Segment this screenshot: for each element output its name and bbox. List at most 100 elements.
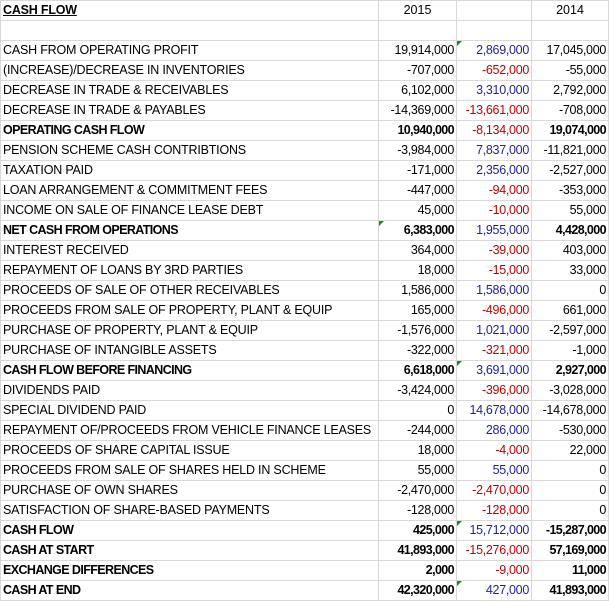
value-2014[interactable]: -2,597,000 (531, 320, 609, 341)
value-2015[interactable]: 19,914,000 (378, 40, 457, 61)
empty-cell[interactable] (531, 20, 609, 41)
row-label[interactable]: PROCEEDS OF SHARE CAPITAL ISSUE (0, 440, 379, 461)
value-2015[interactable]: -3,984,000 (378, 140, 457, 161)
value-difference[interactable]: 3,310,000 (456, 80, 532, 101)
value-2014[interactable]: 0 (531, 280, 609, 301)
value-2015[interactable]: 6,618,000 (378, 360, 457, 381)
value-difference[interactable]: -2,470,000 (456, 480, 532, 501)
value-difference[interactable]: 3,691,000 (456, 360, 532, 381)
value-difference[interactable]: -396,000 (456, 380, 532, 401)
value-difference[interactable]: -94,000 (456, 180, 532, 201)
value-2015[interactable]: -3,424,000 (378, 380, 457, 401)
value-2015[interactable]: 18,000 (378, 440, 457, 461)
value-2015[interactable]: -2,470,000 (378, 480, 457, 501)
value-2014[interactable]: 41,893,000 (531, 580, 609, 601)
row-label[interactable]: PROCEEDS FROM SALE OF SHARES HELD IN SCH… (0, 460, 379, 481)
value-2014[interactable]: -2,527,000 (531, 160, 609, 181)
row-label[interactable]: (INCREASE)/DECREASE IN INVENTORIES (0, 60, 379, 81)
value-difference[interactable]: 1,586,000 (456, 280, 532, 301)
value-2014[interactable]: 2,792,000 (531, 80, 609, 101)
row-label[interactable]: PROCEEDS OF SALE OF OTHER RECEIVABLES (0, 280, 379, 301)
value-difference[interactable]: 7,837,000 (456, 140, 532, 161)
value-2014[interactable]: -708,000 (531, 100, 609, 121)
value-2014[interactable]: -353,000 (531, 180, 609, 201)
value-2014[interactable]: 55,000 (531, 200, 609, 221)
row-label[interactable]: DECREASE IN TRADE & RECEIVABLES (0, 80, 379, 101)
value-difference[interactable]: -4,000 (456, 440, 532, 461)
value-2014[interactable]: 403,000 (531, 240, 609, 261)
value-2015[interactable]: 41,893,000 (378, 540, 457, 561)
value-2014[interactable]: -11,821,000 (531, 140, 609, 161)
value-difference[interactable]: 55,000 (456, 460, 532, 481)
row-label[interactable]: CASH AT END (0, 580, 379, 601)
value-2015[interactable]: -1,576,000 (378, 320, 457, 341)
row-label[interactable]: INTEREST RECEIVED (0, 240, 379, 261)
value-2014[interactable]: 2,927,000 (531, 360, 609, 381)
value-2015[interactable]: 0 (378, 400, 457, 421)
value-2014[interactable]: -3,028,000 (531, 380, 609, 401)
value-2015[interactable]: 10,940,000 (378, 120, 457, 141)
row-label[interactable]: SPECIAL DIVIDEND PAID (0, 400, 379, 421)
value-2015[interactable]: 2,000 (378, 560, 457, 581)
row-label[interactable]: INCOME ON SALE OF FINANCE LEASE DEBT (0, 200, 379, 221)
year-current-header[interactable]: 2015 (378, 0, 457, 21)
value-2015[interactable]: 1,586,000 (378, 280, 457, 301)
row-label[interactable]: REPAYMENT OF LOANS BY 3RD PARTIES (0, 260, 379, 281)
row-label[interactable]: CASH FROM OPERATING PROFIT (0, 40, 379, 61)
value-difference[interactable]: -128,000 (456, 500, 532, 521)
value-2014[interactable]: 17,045,000 (531, 40, 609, 61)
value-2015[interactable]: 165,000 (378, 300, 457, 321)
value-2014[interactable]: 22,000 (531, 440, 609, 461)
value-2015[interactable]: 45,000 (378, 200, 457, 221)
value-2014[interactable]: 11,000 (531, 560, 609, 581)
sheet-title[interactable]: CASH FLOW (0, 0, 379, 21)
value-2015[interactable]: 364,000 (378, 240, 457, 261)
value-2015[interactable]: 42,320,000 (378, 580, 457, 601)
row-label[interactable]: CASH AT START (0, 540, 379, 561)
value-difference[interactable]: -652,000 (456, 60, 532, 81)
value-2015[interactable]: 55,000 (378, 460, 457, 481)
row-label[interactable]: OPERATING CASH FLOW (0, 120, 379, 141)
value-difference[interactable]: -39,000 (456, 240, 532, 261)
row-label[interactable]: DECREASE IN TRADE & PAYABLES (0, 100, 379, 121)
value-2014[interactable]: -55,000 (531, 60, 609, 81)
value-difference[interactable]: -496,000 (456, 300, 532, 321)
value-difference[interactable]: 14,678,000 (456, 400, 532, 421)
empty-cell[interactable] (378, 20, 457, 41)
row-label[interactable]: CASH FLOW BEFORE FINANCING (0, 360, 379, 381)
value-difference[interactable]: 15,712,000 (456, 520, 532, 541)
row-label[interactable]: PURCHASE OF PROPERTY, PLANT & EQUIP (0, 320, 379, 341)
row-label[interactable]: DIVIDENDS PAID (0, 380, 379, 401)
value-2015[interactable]: -447,000 (378, 180, 457, 201)
value-2015[interactable]: -171,000 (378, 160, 457, 181)
value-2015[interactable]: -128,000 (378, 500, 457, 521)
value-difference[interactable]: 427,000 (456, 580, 532, 601)
row-label[interactable]: REPAYMENT OF/PROCEEDS FROM VEHICLE FINAN… (0, 420, 379, 441)
value-2015[interactable]: -322,000 (378, 340, 457, 361)
row-label[interactable]: PURCHASE OF OWN SHARES (0, 480, 379, 501)
value-2014[interactable]: 33,000 (531, 260, 609, 281)
value-2015[interactable]: -244,000 (378, 420, 457, 441)
empty-cell[interactable] (456, 0, 532, 21)
row-label[interactable]: LOAN ARRANGEMENT & COMMITMENT FEES (0, 180, 379, 201)
value-2015[interactable]: 6,102,000 (378, 80, 457, 101)
empty-cell[interactable] (456, 20, 532, 41)
value-2014[interactable]: 4,428,000 (531, 220, 609, 241)
value-2015[interactable]: -707,000 (378, 60, 457, 81)
value-difference[interactable]: -10,000 (456, 200, 532, 221)
row-label[interactable]: TAXATION PAID (0, 160, 379, 181)
row-label[interactable]: PURCHASE OF INTANGIBLE ASSETS (0, 340, 379, 361)
value-2014[interactable]: 19,074,000 (531, 120, 609, 141)
value-difference[interactable]: 2,869,000 (456, 40, 532, 61)
empty-cell[interactable] (0, 20, 379, 41)
value-difference[interactable]: -13,661,000 (456, 100, 532, 121)
value-difference[interactable]: 286,000 (456, 420, 532, 441)
value-difference[interactable]: -8,134,000 (456, 120, 532, 141)
value-2014[interactable]: 661,000 (531, 300, 609, 321)
value-2014[interactable]: -530,000 (531, 420, 609, 441)
value-difference[interactable]: -15,000 (456, 260, 532, 281)
row-label[interactable]: EXCHANGE DIFFERENCES (0, 560, 379, 581)
value-2014[interactable]: -1,000 (531, 340, 609, 361)
value-2014[interactable]: 57,169,000 (531, 540, 609, 561)
value-2015[interactable]: -14,369,000 (378, 100, 457, 121)
